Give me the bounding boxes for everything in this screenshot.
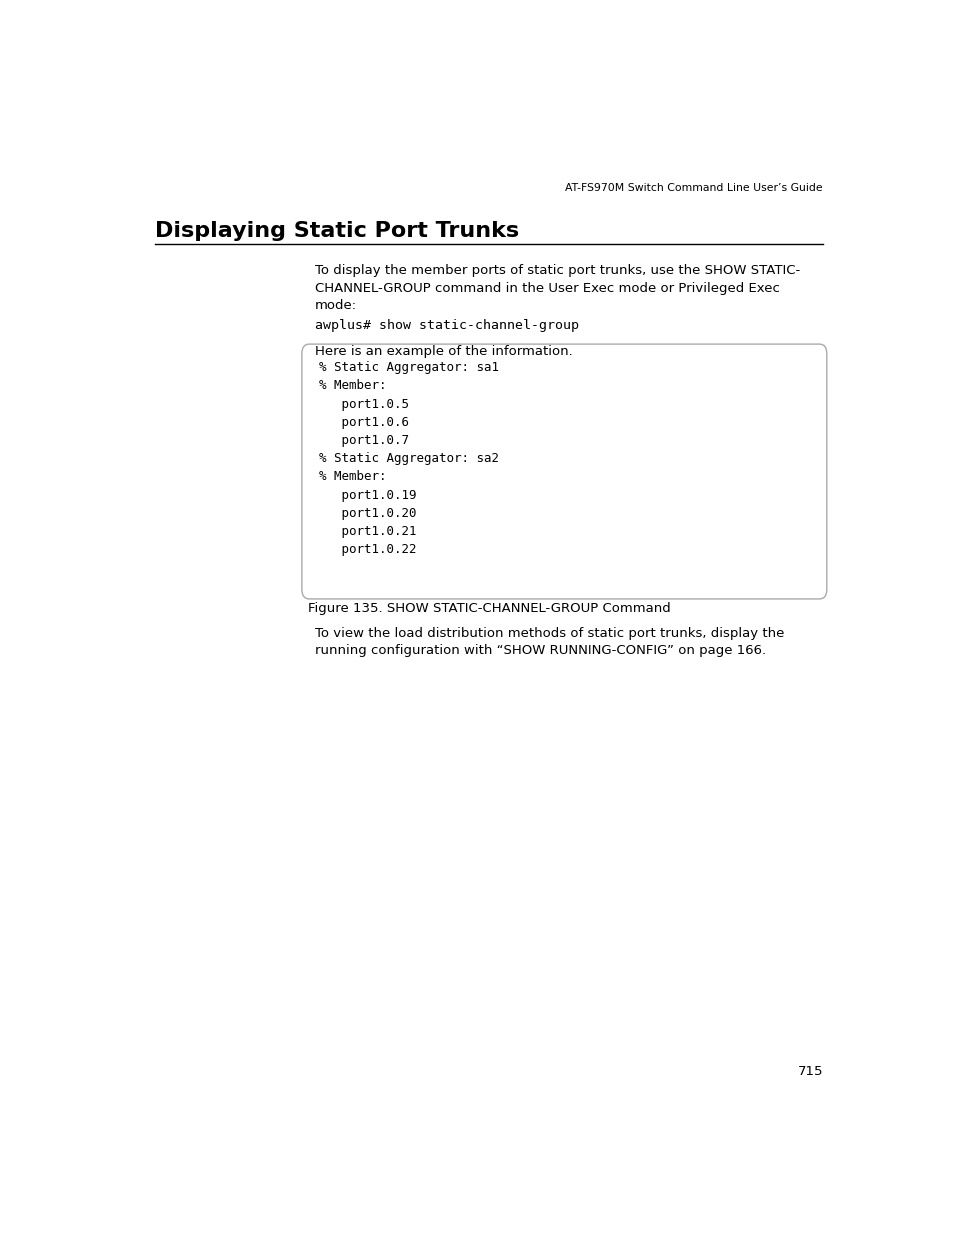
Text: Here is an example of the information.: Here is an example of the information. <box>314 345 573 358</box>
Text: To view the load distribution methods of static port trunks, display the
running: To view the load distribution methods of… <box>314 626 783 657</box>
Text: % Static Aggregator: sa1
% Member:
   port1.0.5
   port1.0.6
   port1.0.7
% Stat: % Static Aggregator: sa1 % Member: port1… <box>318 361 498 556</box>
Text: To display the member ports of static port trunks, use the SHOW STATIC-
CHANNEL-: To display the member ports of static po… <box>314 264 800 312</box>
Text: Figure 135. SHOW STATIC-CHANNEL-GROUP Command: Figure 135. SHOW STATIC-CHANNEL-GROUP Co… <box>307 601 670 615</box>
FancyBboxPatch shape <box>301 345 826 599</box>
Text: AT-FS970M Switch Command Line User’s Guide: AT-FS970M Switch Command Line User’s Gui… <box>565 183 822 194</box>
Text: awplus# show static-channel-group: awplus# show static-channel-group <box>314 320 578 332</box>
Text: 715: 715 <box>797 1066 822 1078</box>
Text: Displaying Static Port Trunks: Displaying Static Port Trunks <box>154 221 518 241</box>
